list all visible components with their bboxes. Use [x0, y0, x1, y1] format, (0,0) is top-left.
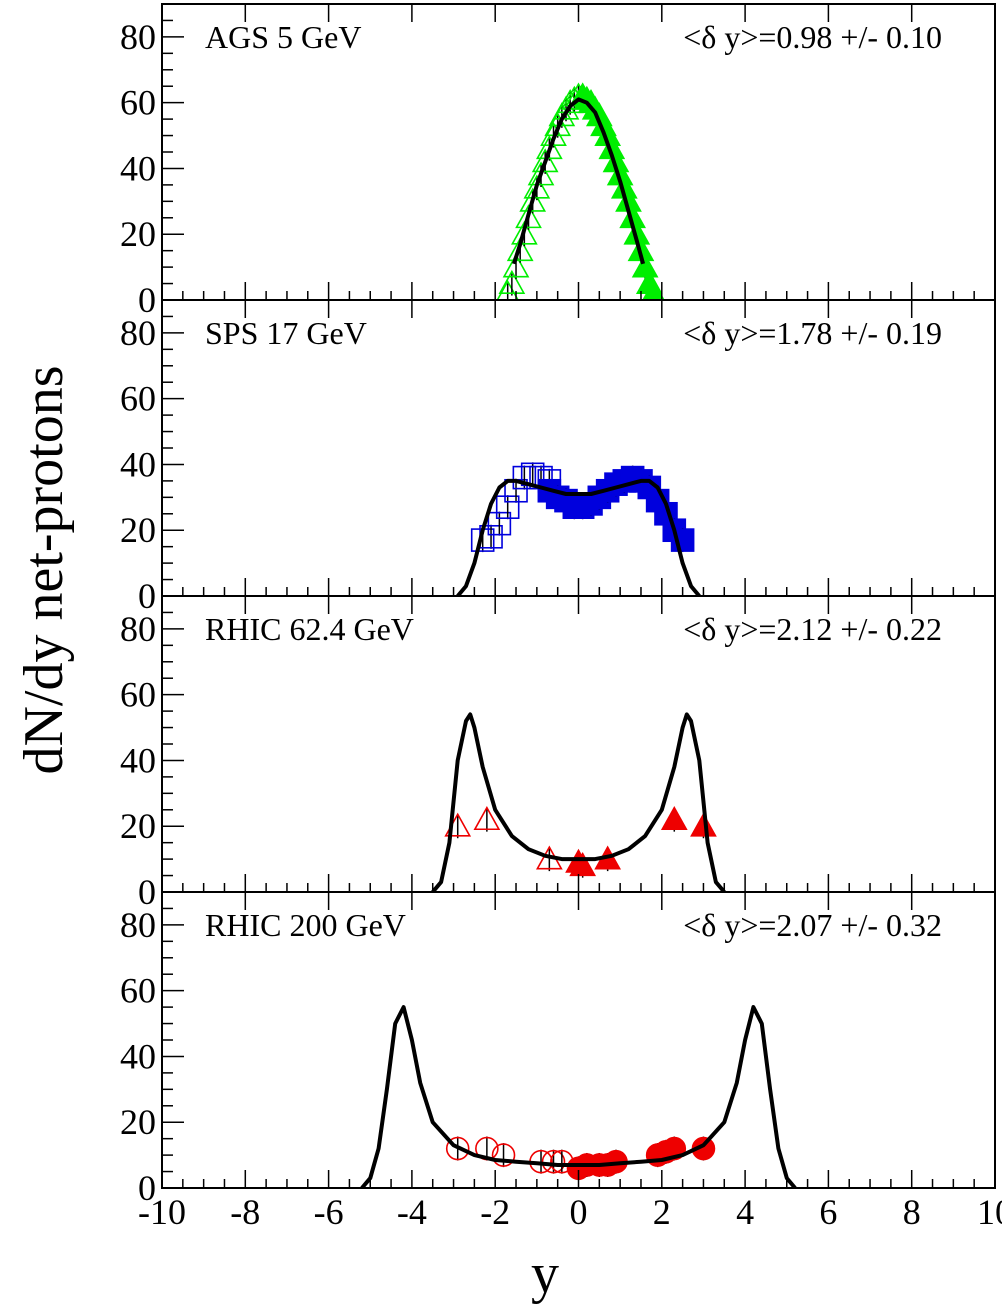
- y-tick-label: 20: [120, 214, 156, 254]
- open-marker: [512, 465, 537, 490]
- panel-label: RHIC 62.4 GeV: [205, 611, 414, 647]
- open-marker: [487, 511, 512, 536]
- y-tick-label: 80: [120, 313, 156, 353]
- panel-2-data: [456, 462, 701, 596]
- y-tick-label: 0: [138, 872, 156, 912]
- open-marker: [523, 174, 551, 199]
- model-curve: [431, 712, 726, 892]
- y-tick-label: 40: [120, 148, 156, 188]
- x-axis-title: y: [531, 1243, 559, 1305]
- x-tick-label: -10: [138, 1192, 186, 1232]
- y-tick-label: 60: [120, 675, 156, 715]
- filled-marker: [690, 812, 717, 837]
- model-curve: [456, 478, 701, 596]
- y-tick-label: 80: [120, 609, 156, 649]
- filled-marker: [569, 852, 597, 877]
- panel-annotation: <δ y>=2.12 +/- 0.22: [683, 611, 942, 647]
- panel-annotation: <δ y>=1.78 +/- 0.19: [683, 315, 942, 351]
- open-marker: [498, 269, 526, 294]
- open-marker: [496, 279, 519, 300]
- open-marker: [510, 220, 538, 245]
- open-marker: [502, 253, 530, 278]
- y-tick-label: 0: [138, 280, 156, 320]
- filled-marker: [642, 279, 665, 300]
- open-marker: [540, 121, 567, 146]
- x-tick-label: -8: [230, 1192, 260, 1232]
- panel-label: SPS 17 GeV: [205, 315, 367, 351]
- open-marker: [473, 805, 501, 831]
- y-tick-label: 60: [120, 83, 156, 123]
- x-tick-label: -6: [314, 1192, 344, 1232]
- x-tick-label: -4: [397, 1192, 427, 1232]
- open-marker: [506, 237, 534, 262]
- open-marker: [544, 112, 572, 137]
- panel-label: AGS 5 GeV: [205, 19, 361, 55]
- x-tick-label: 10: [977, 1192, 1002, 1232]
- x-tick-label: 6: [819, 1192, 837, 1232]
- model-curve: [360, 1005, 797, 1188]
- y-tick-label: 60: [120, 379, 156, 419]
- filled-marker: [631, 253, 659, 278]
- panel-4-data: [360, 1005, 797, 1188]
- panel-1: 0 20 40 60 80 AGS 5 GeV <δ y>=0.98 +/- 0.10: [120, 3, 996, 320]
- panel-3-data: [431, 712, 726, 892]
- panel-annotation: <δ y>=2.07 +/- 0.32: [683, 907, 942, 943]
- x-tick-label: 4: [736, 1192, 754, 1232]
- panel-1-data: [496, 82, 665, 300]
- y-axis-title: dN/dy net-protons: [13, 365, 75, 774]
- y-tick-label: 40: [120, 1036, 156, 1076]
- y-tick-label: 40: [120, 444, 156, 484]
- open-marker: [527, 161, 555, 186]
- panel-3: 0 20 40 60 80 RHIC 62.4 GeV <δ y>=2.12 +/- 0.2…: [120, 595, 996, 912]
- x-tick-label: 8: [903, 1192, 921, 1232]
- x-tick-label: -2: [480, 1192, 510, 1232]
- x-tick-label: 0: [570, 1192, 588, 1232]
- filled-marker: [660, 805, 688, 831]
- y-tick-label: 20: [120, 1102, 156, 1142]
- open-marker: [541, 1149, 566, 1174]
- open-marker: [519, 187, 547, 212]
- panels: 0 20 40 60 80 AGS 5 GeV <δ y>=0.98 +/- 0.10 0 20…: [120, 3, 996, 1208]
- open-marker: [495, 495, 520, 520]
- x-tick-label: 2: [653, 1192, 671, 1232]
- panel-annotation: <δ y>=0.98 +/- 0.10: [683, 19, 942, 55]
- open-marker: [491, 1143, 516, 1167]
- y-tick-label: 80: [120, 905, 156, 945]
- open-marker: [531, 148, 559, 173]
- y-tick-label: 0: [138, 1168, 156, 1208]
- y-tick-label: 40: [120, 740, 156, 780]
- open-marker: [445, 1136, 470, 1161]
- panel-label: RHIC 200 GeV: [205, 907, 406, 943]
- y-tick-label: 80: [120, 17, 156, 57]
- y-tick-label: 20: [120, 806, 156, 846]
- model-curve: [511, 97, 646, 265]
- y-tick-label: 60: [120, 971, 156, 1011]
- open-marker: [515, 204, 542, 229]
- open-marker: [535, 135, 563, 160]
- y-tick-label: 0: [138, 576, 156, 616]
- panel-4: 0 20 40 60 80 RHIC 200 GeV <δ y>=2.07 +/- 0.32: [120, 891, 996, 1208]
- y-tick-label: 20: [120, 510, 156, 550]
- panel-2: 0 20 40 60 80 SPS 17 GeV <δ y>=1.78 +/- 0.19: [120, 299, 996, 616]
- x-axis: -10 -8 -6 -4 -2 0 2 4 6 8 10: [138, 1192, 1002, 1232]
